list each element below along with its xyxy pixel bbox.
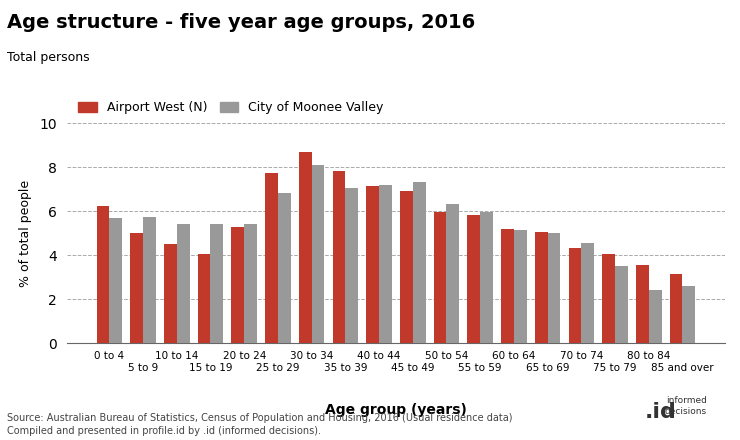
X-axis label: Age group (years): Age group (years) [325, 403, 467, 418]
Bar [568, 247, 582, 343]
Bar [312, 165, 324, 343]
Text: Age structure - five year age groups, 2016: Age structure - five year age groups, 20… [7, 13, 476, 32]
Bar [446, 203, 460, 343]
Bar [96, 206, 110, 343]
Bar [548, 233, 560, 343]
Bar [210, 224, 223, 343]
Bar [143, 217, 156, 343]
Bar [299, 152, 312, 343]
Legend: Airport West (N), City of Moonee Valley: Airport West (N), City of Moonee Valley [73, 96, 388, 119]
Bar [379, 185, 392, 343]
Bar [366, 186, 379, 343]
Text: informed
decisions: informed decisions [665, 396, 707, 416]
Bar [346, 188, 358, 343]
Bar [332, 171, 346, 343]
Y-axis label: % of total people: % of total people [19, 180, 33, 287]
Bar [278, 193, 291, 343]
Bar [232, 227, 244, 343]
Bar [501, 229, 514, 343]
Bar [682, 286, 696, 343]
Text: Total persons: Total persons [7, 51, 90, 64]
Text: .id: .id [645, 403, 677, 422]
Bar [468, 215, 480, 343]
Bar [670, 274, 682, 343]
Bar [130, 233, 143, 343]
Bar [400, 191, 413, 343]
Text: Source: Australian Bureau of Statistics, Census of Population and Housing, 2016 : Source: Australian Bureau of Statistics,… [7, 413, 513, 423]
Bar [198, 254, 210, 343]
Bar [413, 181, 425, 343]
Bar [480, 213, 493, 343]
Bar [582, 243, 594, 343]
Bar [649, 290, 662, 343]
Bar [535, 232, 548, 343]
Bar [434, 213, 446, 343]
Bar [615, 266, 628, 343]
Bar [514, 230, 527, 343]
Bar [177, 224, 189, 343]
Bar [244, 224, 257, 343]
Bar [602, 254, 615, 343]
Text: Compiled and presented in profile.id by .id (informed decisions).: Compiled and presented in profile.id by … [7, 425, 321, 436]
Bar [110, 218, 122, 343]
Bar [265, 172, 278, 343]
Bar [164, 244, 177, 343]
Bar [636, 265, 649, 343]
